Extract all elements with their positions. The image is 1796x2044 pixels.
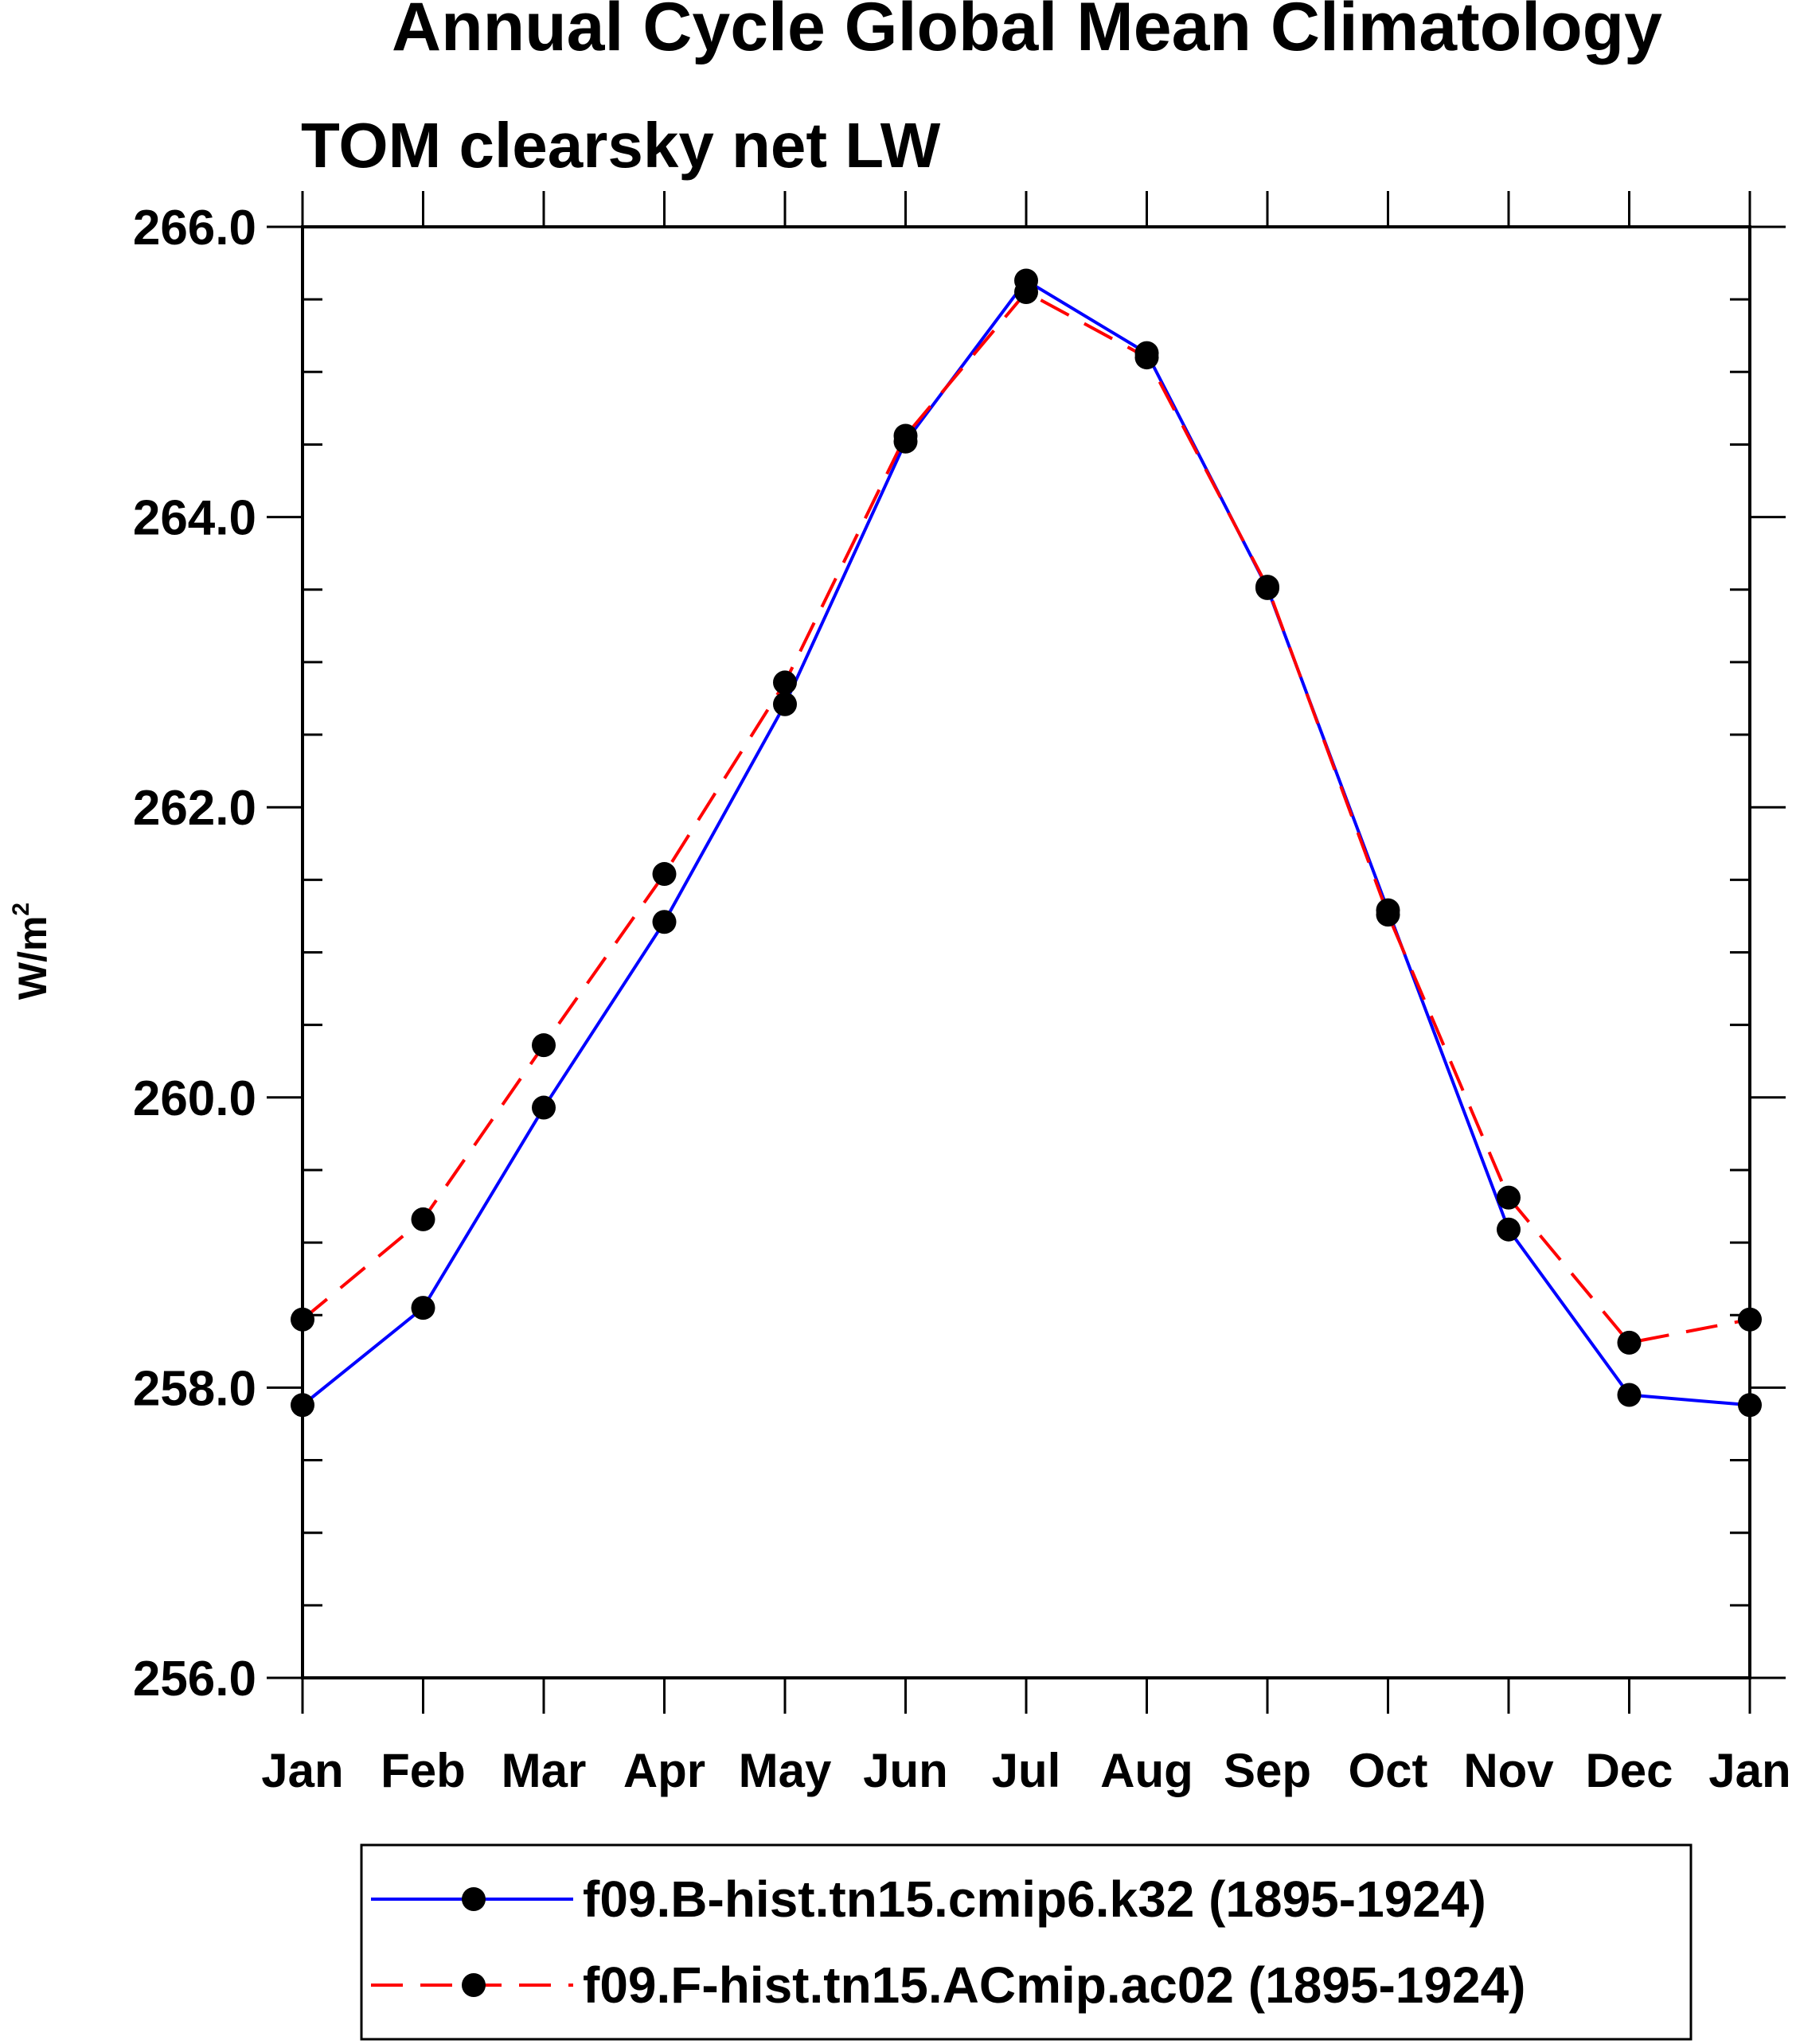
plot-area: 256.0 258.0 260.0 262.0 264.0 266.0 Jan Feb Mar… bbox=[133, 191, 1791, 1797]
x-tick-label: Aug bbox=[1100, 1744, 1193, 1797]
legend-label-series-1: f09.B-hist.tn15.cmip6.k32 (1895-1924) bbox=[583, 1870, 1486, 1928]
data-point-series-2 bbox=[893, 423, 918, 448]
y-axis-label: W/m2 bbox=[8, 903, 55, 1000]
legend-marker-series-1 bbox=[462, 1887, 486, 1911]
data-point-series-1 bbox=[411, 1296, 435, 1320]
data-point-series-2 bbox=[1255, 575, 1279, 599]
plot-frame bbox=[301, 225, 1751, 1679]
legend-marker-series-2 bbox=[462, 1973, 486, 1997]
data-point-series-1 bbox=[532, 1095, 556, 1120]
data-point-series-1 bbox=[773, 692, 797, 716]
x-tick-label: Sep bbox=[1224, 1744, 1311, 1797]
chart-subtitle: TOM clearsky net LW bbox=[301, 110, 941, 181]
data-point-series-1 bbox=[652, 910, 677, 934]
legend: f09.B-hist.tn15.cmip6.k32 (1895-1924) f0… bbox=[360, 1843, 1693, 2041]
x-ticks: Jan Feb Mar Apr May Jun Jul Aug Sep Oct Nov Dec Jan bbox=[261, 191, 1791, 1797]
y-ticks: 256.0 258.0 260.0 262.0 264.0 266.0 bbox=[133, 201, 1786, 1707]
data-point-series-1 bbox=[1738, 1393, 1762, 1418]
data-point-series-1 bbox=[291, 1393, 314, 1418]
y-tick-label: 256.0 bbox=[133, 1652, 256, 1707]
x-tick-label: Jul bbox=[992, 1744, 1061, 1797]
y-tick-label: 262.0 bbox=[133, 781, 256, 836]
series-line-1 bbox=[301, 279, 1751, 1407]
data-point-series-2 bbox=[532, 1033, 556, 1058]
data-point-series-2 bbox=[1014, 280, 1038, 305]
y-tick-label: 264.0 bbox=[133, 491, 256, 546]
data-point-series-2 bbox=[1617, 1330, 1642, 1355]
y-tick-label: 260.0 bbox=[133, 1071, 256, 1126]
data-point-series-1 bbox=[1617, 1383, 1642, 1407]
y-axis-label-unit: W/m bbox=[10, 916, 55, 1001]
x-tick-label: Feb bbox=[381, 1744, 466, 1797]
series-lines bbox=[301, 279, 1751, 1407]
data-point-series-1 bbox=[1497, 1217, 1521, 1242]
data-point-series-2 bbox=[652, 862, 677, 887]
chart-title: Annual Cycle Global Mean Climatology bbox=[392, 0, 1662, 65]
data-point-series-2 bbox=[411, 1207, 435, 1231]
x-tick-label: Jun bbox=[863, 1744, 948, 1797]
data-point-series-2 bbox=[1497, 1185, 1521, 1210]
series-line-2 bbox=[301, 291, 1751, 1344]
data-point-series-2 bbox=[291, 1307, 314, 1332]
x-tick-label: Nov bbox=[1463, 1744, 1554, 1797]
y-axis-label-superscript: 2 bbox=[8, 903, 34, 916]
x-tick-label: Apr bbox=[623, 1744, 705, 1797]
data-point-series-2 bbox=[773, 670, 797, 695]
legend-label-series-2: f09.F-hist.tn15.ACmip.ac02 (1895-1924) bbox=[583, 1956, 1525, 2014]
data-point-series-2 bbox=[1134, 345, 1159, 370]
data-point-series-2 bbox=[1376, 903, 1400, 927]
x-tick-label: Jan bbox=[261, 1744, 343, 1797]
x-tick-label: Mar bbox=[502, 1744, 587, 1797]
y-tick-label: 266.0 bbox=[133, 201, 256, 256]
x-tick-label: Oct bbox=[1348, 1744, 1427, 1797]
series-markers bbox=[291, 268, 1762, 1418]
legend-box bbox=[360, 1843, 1693, 2041]
x-tick-label: May bbox=[739, 1744, 832, 1797]
x-tick-label: Dec bbox=[1585, 1744, 1673, 1797]
data-point-series-2 bbox=[1738, 1307, 1762, 1332]
y-tick-label: 258.0 bbox=[133, 1361, 256, 1416]
x-tick-label: Jan bbox=[1708, 1744, 1790, 1797]
